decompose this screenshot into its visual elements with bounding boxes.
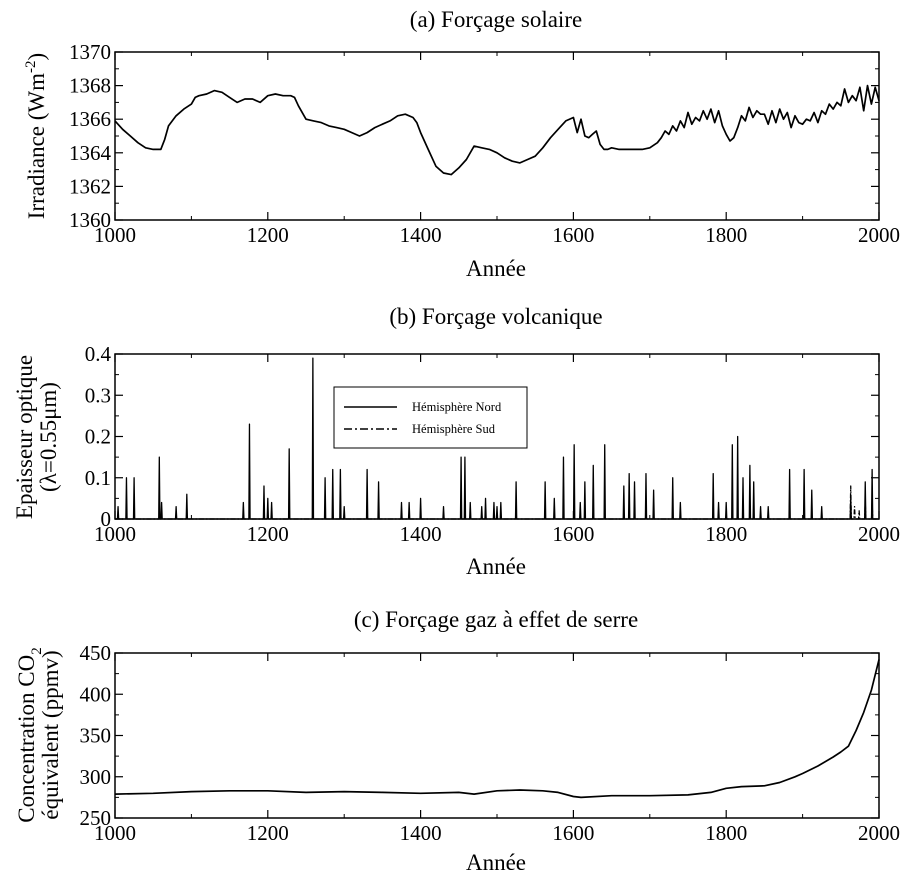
y-tick-label: 0.4 xyxy=(85,342,112,366)
y-tick-label: 1364 xyxy=(69,141,112,165)
y-tick-label: 0 xyxy=(101,507,112,531)
x-tick-label: 2000 xyxy=(858,223,900,247)
y-tick-label: 300 xyxy=(80,765,112,789)
panel-a-ylabel-end: ) xyxy=(24,53,49,61)
panel-a-ylabel-main: Irradiance (Wm xyxy=(24,73,49,219)
series-line xyxy=(114,84,880,176)
panel-a-xlabel: Année xyxy=(466,256,526,281)
x-tick-label: 1800 xyxy=(705,821,747,845)
x-tick-label: 1400 xyxy=(400,522,442,546)
y-tick-label: 0.3 xyxy=(85,383,111,407)
x-tick-label: 1800 xyxy=(705,522,747,546)
panel-c-title: (c) Forçage gaz à effet de serre xyxy=(354,607,638,632)
x-tick-label: 1400 xyxy=(400,821,442,845)
series-nord-line xyxy=(115,357,879,520)
x-tick-label: 1200 xyxy=(247,522,289,546)
panel-a-ylabel-sup: -2 xyxy=(23,60,39,73)
panel-b-xlabel: Année xyxy=(466,554,526,579)
panel-volcanic: (b) Forçage volcanique Année Epaisseur o… xyxy=(12,304,900,579)
y-tick-label: 350 xyxy=(80,724,112,748)
panel-a-title: (a) Forçage solaire xyxy=(410,7,582,32)
y-tick-label: 1366 xyxy=(69,107,111,131)
panel-solar: (a) Forçage solaire Année Irradiance (Wm… xyxy=(23,7,900,281)
x-tick-label: 2000 xyxy=(858,522,900,546)
series-line xyxy=(114,659,880,799)
legend-label-nord: Hémisphère Nord xyxy=(412,400,502,414)
panel-b-title: (b) Forçage volcanique xyxy=(389,304,602,329)
y-tick-label: 0.2 xyxy=(85,425,111,449)
panel-a-ylabel: Irradiance (Wm-2) xyxy=(23,53,49,219)
y-tick-label: 1362 xyxy=(69,174,111,198)
panel-ghg: (c) Forçage gaz à effet de serre Année C… xyxy=(14,607,900,875)
panel-b-ylabel-line2: (λ=0.55μm) xyxy=(36,382,61,492)
y-tick-label: 450 xyxy=(80,641,112,665)
x-tick-label: 1200 xyxy=(247,223,289,247)
x-tick-label: 1800 xyxy=(705,223,747,247)
panel-a-frame xyxy=(114,51,880,221)
panel-c-ylabel-line1: Concentration CO2 xyxy=(14,647,45,823)
x-tick-label: 1600 xyxy=(552,522,594,546)
legend-box xyxy=(333,386,528,449)
y-tick-label: 400 xyxy=(80,682,112,706)
x-tick-label: 1000 xyxy=(94,821,136,845)
panel-c-xlabel: Année xyxy=(466,850,526,875)
y-tick-label: 1360 xyxy=(69,208,111,232)
x-tick-label: 1200 xyxy=(247,821,289,845)
x-tick-label: 1600 xyxy=(552,223,594,247)
series-sud-line xyxy=(115,485,879,520)
x-tick-label: 2000 xyxy=(858,821,900,845)
x-tick-label: 1000 xyxy=(94,522,136,546)
x-tick-label: 1600 xyxy=(552,821,594,845)
panel-c-ylabel-line2: équivalent (ppmv) xyxy=(38,650,63,819)
x-tick-label: 1000 xyxy=(94,223,136,247)
panel-b-legend: Hémisphère Nord Hémisphère Sud xyxy=(333,386,528,449)
panel-b-ylabel-line1: Epaisseur optique xyxy=(12,355,37,519)
legend-label-sud: Hémisphère Sud xyxy=(412,422,496,436)
y-tick-label: 1370 xyxy=(69,40,111,64)
y-tick-label: 0.1 xyxy=(85,466,111,490)
x-tick-label: 1400 xyxy=(400,223,442,247)
y-tick-label: 250 xyxy=(80,806,112,830)
panel-c-ylabel-sub: 2 xyxy=(29,647,45,655)
panel-c-frame xyxy=(114,652,880,819)
panel-c-ylabel-main: Concentration CO xyxy=(14,655,39,823)
y-tick-label: 1368 xyxy=(69,74,111,98)
